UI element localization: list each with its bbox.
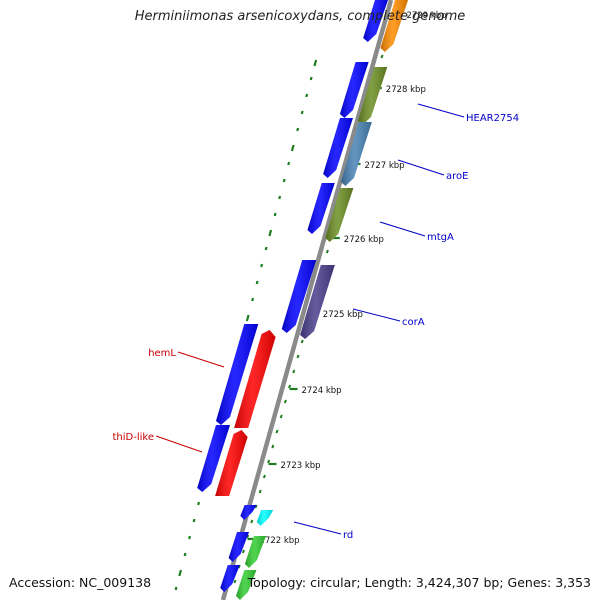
gene-forward-shade: [339, 62, 369, 118]
minor-tick: [271, 444, 275, 449]
minor-tick: [275, 429, 279, 434]
gene-mtgA-shade: [325, 188, 354, 242]
gene-forward-shade: [323, 118, 353, 178]
track-dot: [183, 552, 187, 557]
minor-tick: [283, 399, 287, 404]
map-title: Herminiimonas arsenicoxydans, complete g…: [134, 9, 466, 24]
gene-label: aroE: [446, 171, 468, 182]
minor-tick: [380, 54, 384, 59]
gene-hemL-shade: [234, 330, 276, 428]
track-dot: [290, 144, 295, 152]
gene-label: mtgA: [427, 232, 454, 243]
track-dot: [278, 195, 282, 200]
gene-forward-shade: [228, 532, 250, 562]
track-dot: [197, 501, 201, 506]
tick-label: 2727 kbp: [365, 161, 405, 171]
track-dot: [309, 76, 313, 81]
minor-tick: [233, 579, 237, 584]
track-dot: [178, 569, 183, 577]
gene-thiD-like-shade: [215, 430, 248, 496]
minor-tick: [279, 414, 283, 419]
gene-HEAR2754-shade: [358, 67, 388, 125]
minor-tick: [258, 489, 262, 494]
leader-line: [397, 159, 445, 176]
minor-tick: [296, 354, 300, 359]
track-dot: [273, 212, 277, 217]
minor-tick: [246, 534, 250, 539]
track-dot: [174, 586, 178, 591]
gene-corA-shade: [300, 265, 335, 339]
gene-label: corA: [402, 317, 425, 328]
genome-backbone: [220, 0, 394, 600]
gene-label: HEAR2754: [466, 113, 519, 124]
track-dot: [251, 297, 255, 302]
tick-label: 2725 kbp: [323, 310, 363, 320]
tick-label: 2724 kbp: [302, 386, 342, 396]
minor-tick: [254, 504, 258, 509]
leader-line: [379, 221, 426, 237]
leader-line: [155, 435, 203, 453]
gene-green-shade: [236, 570, 257, 600]
track-dot: [268, 229, 273, 237]
gene-forward-shade: [307, 183, 335, 234]
tick-label: 2723 kbp: [281, 461, 321, 471]
gene-forward-shade: [220, 565, 240, 592]
gene-green-shade: [244, 536, 266, 568]
tick-label: 2726 kbp: [344, 235, 384, 245]
gene-forward-shade: [281, 260, 317, 333]
gene-labels: HEAR2754 aroE mtgA corA hemL thiD-like rd: [113, 103, 519, 541]
leader-line: [177, 351, 225, 368]
track-dot: [245, 314, 250, 322]
track-dot: [264, 246, 268, 251]
gene-forward-shade: [216, 324, 259, 425]
minor-tick: [241, 549, 245, 554]
track-dot: [260, 263, 264, 268]
gene-rd-shade: [256, 510, 274, 526]
gene-forward-shade: [240, 505, 257, 520]
leader-line: [293, 521, 342, 535]
gene-label: thiD-like: [113, 432, 155, 443]
track-dot: [255, 280, 259, 285]
gene-forward-shade: [363, 0, 388, 42]
gene-orange-shade: [380, 0, 408, 52]
tick-label: 2722 kbp: [260, 536, 300, 546]
backbone-line: [220, 0, 394, 600]
accession-text: Accession: NC_009138: [9, 575, 152, 590]
track-dot: [300, 110, 304, 115]
track-dot: [282, 178, 286, 183]
gene-features: [197, 0, 408, 600]
track-dot: [192, 518, 196, 523]
genome-meta-text: Topology: circular; Length: 3,424,307 bp…: [247, 575, 591, 590]
minor-tick: [262, 474, 266, 479]
minor-tick: [288, 384, 292, 389]
minor-tick: [250, 519, 254, 524]
gene-forward-shade: [197, 425, 230, 492]
track-dot: [305, 93, 309, 98]
tick-label: 2728 kbp: [386, 85, 426, 95]
minor-tick: [267, 459, 271, 464]
track-dot: [287, 161, 291, 166]
track-dot: [313, 59, 318, 67]
minor-tick: [300, 339, 304, 344]
gene-label: hemL: [148, 348, 176, 359]
tick-label: 2729 kbp: [407, 11, 447, 21]
tick-marks: 2729 kbp 2728 kbp 2727 kbp 2726 kbp 2725 kbp…: [233, 11, 447, 584]
gene-label: rd: [343, 530, 353, 541]
minor-tick: [325, 249, 329, 254]
leader-line: [352, 308, 401, 322]
gene-aroE-shade: [340, 122, 372, 186]
track-dot: [188, 535, 192, 540]
minor-tick: [292, 369, 296, 374]
leader-line: [417, 103, 465, 118]
track-dot: [296, 127, 300, 132]
